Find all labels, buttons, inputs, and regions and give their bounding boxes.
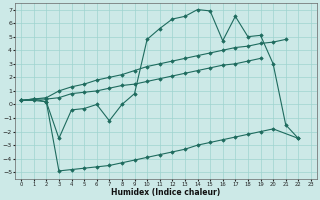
X-axis label: Humidex (Indice chaleur): Humidex (Indice chaleur) [111,188,220,197]
